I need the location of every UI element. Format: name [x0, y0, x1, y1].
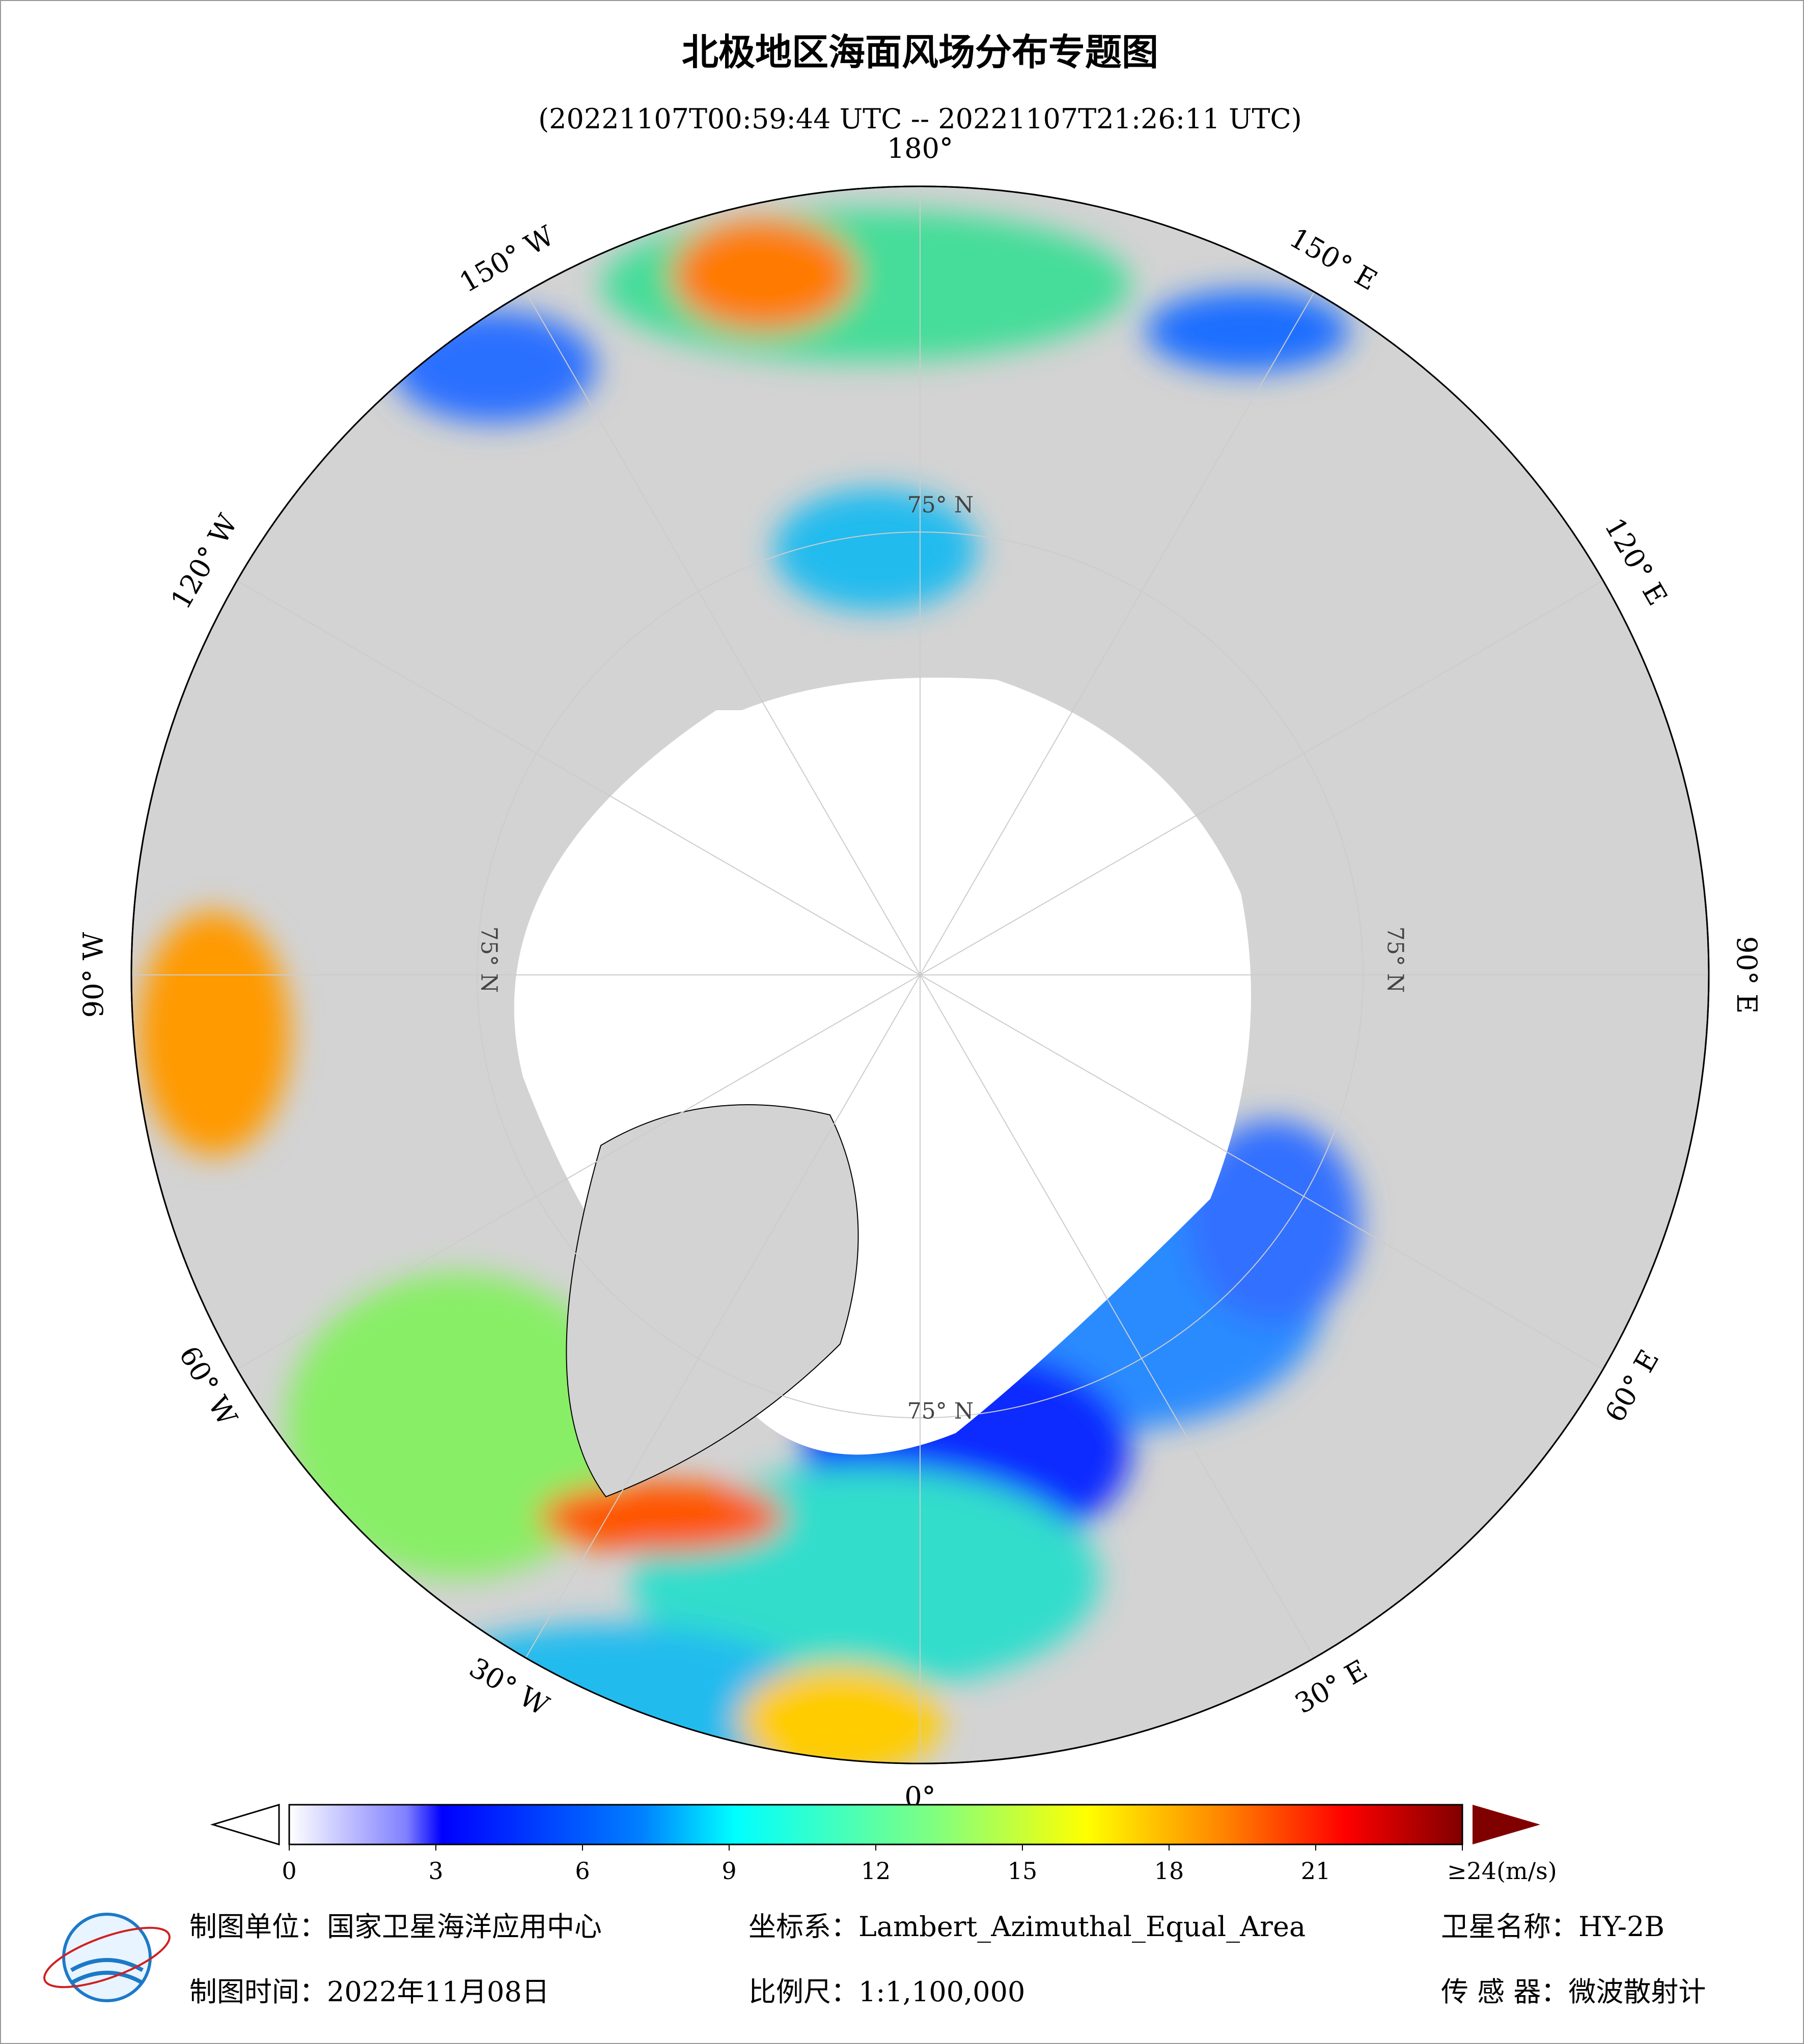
logo [43, 1913, 171, 2002]
greenland [566, 1104, 859, 1498]
colorbar-tick-label: 18 [1154, 1857, 1184, 1885]
colorbar-tick-label: 21 [1301, 1857, 1331, 1885]
longitude-label: 90° W [77, 932, 109, 1018]
colorbar-tick-label: 3 [428, 1857, 443, 1885]
meridian [525, 974, 921, 1658]
colorbar-tick-label: 9 [721, 1857, 736, 1885]
colorbar-tick-label: 6 [575, 1857, 590, 1885]
colorbar [210, 1803, 1540, 1846]
meridian [920, 292, 1315, 975]
meridian [920, 974, 1603, 1370]
subtitle: (20221107T00:59:44 UTC -- 20221107T21:26… [538, 103, 1302, 135]
footer-unit: 制图单位：国家卫星海洋应用中心 [189, 1911, 602, 1943]
colorbar-tick-label: ≥24(m/s) [1447, 1857, 1557, 1885]
footer-scale: 比例尺：1:1,100,000 [748, 1976, 1025, 2008]
footer-projection: 坐标系：Lambert_Azimuthal_Equal_Area [748, 1911, 1306, 1943]
title: 北极地区海面风场分布专题图 [682, 31, 1158, 74]
meridian [237, 974, 921, 1370]
colorbar-scale [288, 1804, 1463, 1845]
longitude-label: 180° [887, 132, 953, 164]
meridian [525, 292, 921, 975]
meridian [920, 974, 1315, 1658]
graticule [131, 186, 1709, 1763]
map-border [130, 185, 1710, 1765]
colorbar-over [1473, 1805, 1540, 1844]
latitude-label: 75° N [907, 1398, 974, 1424]
map [130, 185, 1710, 1765]
latitude-label: 75° N [907, 492, 974, 518]
colorbar-tick-label: 15 [1008, 1857, 1038, 1885]
colorbar-tick-label: 12 [861, 1857, 891, 1885]
colorbar-under [210, 1803, 280, 1846]
meridian [920, 580, 1603, 975]
footer-sensor: 传 感 器：微波散射计 [1441, 1976, 1706, 2008]
latitude-label: 75° N [476, 927, 502, 993]
footer-satellite: 卫星名称：HY-2B [1441, 1911, 1664, 1943]
longitude-label: 90° E [1731, 936, 1763, 1014]
meridian [237, 580, 921, 975]
colorbar-tick-label: 0 [282, 1857, 296, 1885]
latitude-label: 75° N [1382, 927, 1408, 993]
footer-date: 制图时间：2022年11月08日 [189, 1976, 549, 2008]
